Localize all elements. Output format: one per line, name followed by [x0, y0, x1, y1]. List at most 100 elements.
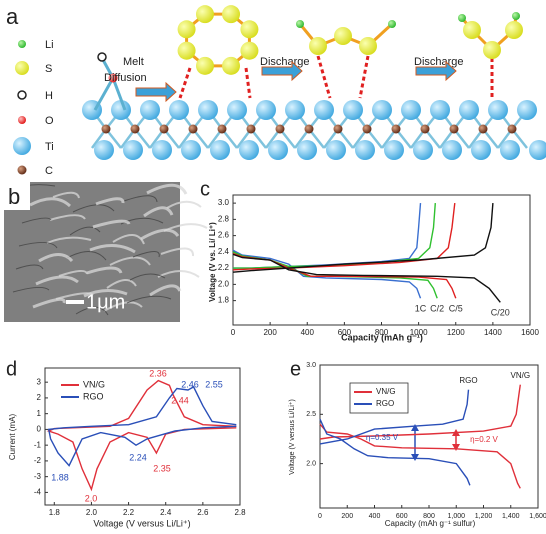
y-tick-label: 2 [37, 393, 42, 402]
ti-atom [529, 140, 546, 160]
c-atom [333, 124, 343, 134]
legend-label: O [45, 115, 54, 127]
s-atom [240, 41, 259, 60]
atom [108, 73, 118, 83]
ti-atom [285, 100, 305, 120]
sem-flake [18, 242, 58, 249]
annotation: 2.46 [181, 379, 199, 389]
c-atom [188, 124, 198, 134]
x-tick-label: 1,600 [529, 513, 546, 520]
y-tick-label: 1.8 [218, 296, 230, 305]
interaction [316, 55, 332, 99]
ti-atom [372, 100, 392, 120]
series-line [47, 385, 237, 467]
y-tick-label: -3 [34, 472, 42, 481]
ti-atom [459, 100, 479, 120]
x-axis-title: Voltage (V versus Li/Li⁺) [93, 518, 190, 528]
c-atom [391, 124, 401, 134]
y-tick-label: 2.8 [218, 214, 230, 223]
ti-atom [256, 100, 276, 120]
annotation: 2.0 [85, 493, 98, 503]
series-line [232, 203, 501, 303]
c-atom [507, 124, 517, 134]
s-atom [359, 37, 377, 55]
sem-flake [143, 206, 174, 218]
annotation: 2.55 [205, 379, 223, 389]
annotation: η=0.35 V [366, 433, 399, 442]
series-label: C/5 [449, 304, 463, 314]
ti-atom [227, 100, 247, 120]
x-tick-label: 2.4 [160, 508, 172, 517]
bond [111, 77, 127, 111]
sem-flake [38, 253, 74, 263]
ti-atom [355, 140, 375, 160]
sem-flake [129, 273, 166, 281]
y-axis-title: Current (mA) [8, 414, 17, 461]
ti-atom [152, 140, 172, 160]
sem-flake [15, 264, 44, 270]
y-tick-label: 2.0 [306, 460, 316, 467]
s-atom [177, 41, 196, 60]
series-line [319, 389, 471, 486]
arrow [261, 60, 303, 82]
sem-flake [157, 270, 200, 278]
molecules [177, 5, 523, 99]
sem-flake [92, 219, 131, 229]
s-atom [222, 5, 241, 24]
eta-arrowhead [452, 429, 460, 451]
x-tick-label: 1,000 [447, 513, 465, 520]
label-bg [4, 182, 30, 210]
sem-flake [58, 270, 88, 277]
y-tick-label: 0 [37, 425, 42, 434]
step-label: Discharge [260, 56, 310, 68]
ti-atom [239, 140, 259, 160]
legend-label: Ti [45, 141, 54, 153]
x-tick-label: 400 [369, 513, 381, 520]
ti-atom [442, 140, 462, 160]
ti-atom [111, 100, 131, 120]
y-axis-title: Voltage (V versus Li/Li⁺) [289, 399, 296, 475]
annotation: 2.44 [171, 395, 189, 405]
sem-flake [66, 251, 107, 261]
c-atom [246, 124, 256, 134]
li-atom [512, 12, 520, 20]
series-label: C/2 [430, 304, 444, 314]
series-line [319, 384, 521, 489]
x-tick-label: 600 [396, 513, 408, 520]
scale-label: 1μm [86, 291, 125, 313]
c-atom [420, 124, 430, 134]
sem-flake [132, 251, 160, 258]
x-tick-label: 600 [338, 328, 352, 337]
series-label: VN/G [511, 371, 531, 380]
x-tick-label: 400 [301, 328, 315, 337]
s-atom [195, 56, 214, 75]
bond [93, 77, 115, 111]
series-line [46, 379, 237, 492]
legend-label: RGO [83, 391, 104, 401]
series-label: 1C [415, 304, 427, 314]
sem-flake [35, 275, 79, 286]
c-atom [217, 124, 227, 134]
legend-atom [17, 165, 27, 175]
series-line [232, 203, 422, 299]
legend-label: VN/G [83, 379, 105, 389]
x-tick-label: 2.0 [86, 508, 98, 517]
legend-label: Li [45, 39, 54, 51]
s-atom [505, 21, 523, 39]
x-tick-label: 2.2 [123, 508, 135, 517]
y-tick-label: 3 [37, 377, 42, 386]
ti-atom [343, 100, 363, 120]
y-tick-label: 2.2 [218, 263, 230, 272]
sem-flake [86, 266, 123, 275]
x-tick-label: 1000 [410, 328, 428, 337]
li-atom [296, 20, 304, 28]
sem-flake [49, 214, 86, 221]
sem-flake [123, 195, 158, 203]
panel-label: c [200, 178, 210, 200]
sem-flake [112, 234, 145, 245]
y-tick-label: 1 [37, 409, 42, 418]
schematic: a Li S H O Ti C Melt Diffusion Discharge… [6, 4, 546, 177]
ti-atom [210, 140, 230, 160]
x-tick-label: 800 [375, 328, 389, 337]
x-tick-label: 1600 [521, 328, 539, 337]
